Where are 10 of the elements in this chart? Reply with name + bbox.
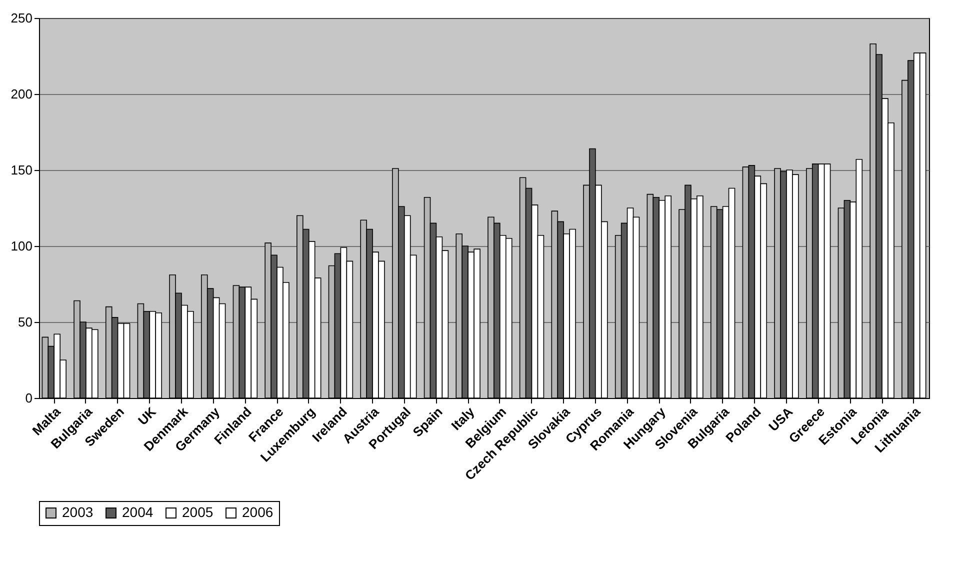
y-tick-label: 250: [10, 10, 32, 26]
y-tick-label: 150: [10, 162, 32, 178]
y-tick-label: 100: [10, 238, 32, 254]
legend-label: 2003: [62, 504, 94, 520]
y-tick-label: 50: [18, 314, 32, 330]
y-tick-label: 0: [25, 390, 32, 406]
y-tick-label: 200: [10, 86, 32, 102]
legend-label: 2006: [242, 504, 274, 520]
legend-label: 2004: [122, 504, 154, 520]
legend-label: 2005: [182, 504, 214, 520]
